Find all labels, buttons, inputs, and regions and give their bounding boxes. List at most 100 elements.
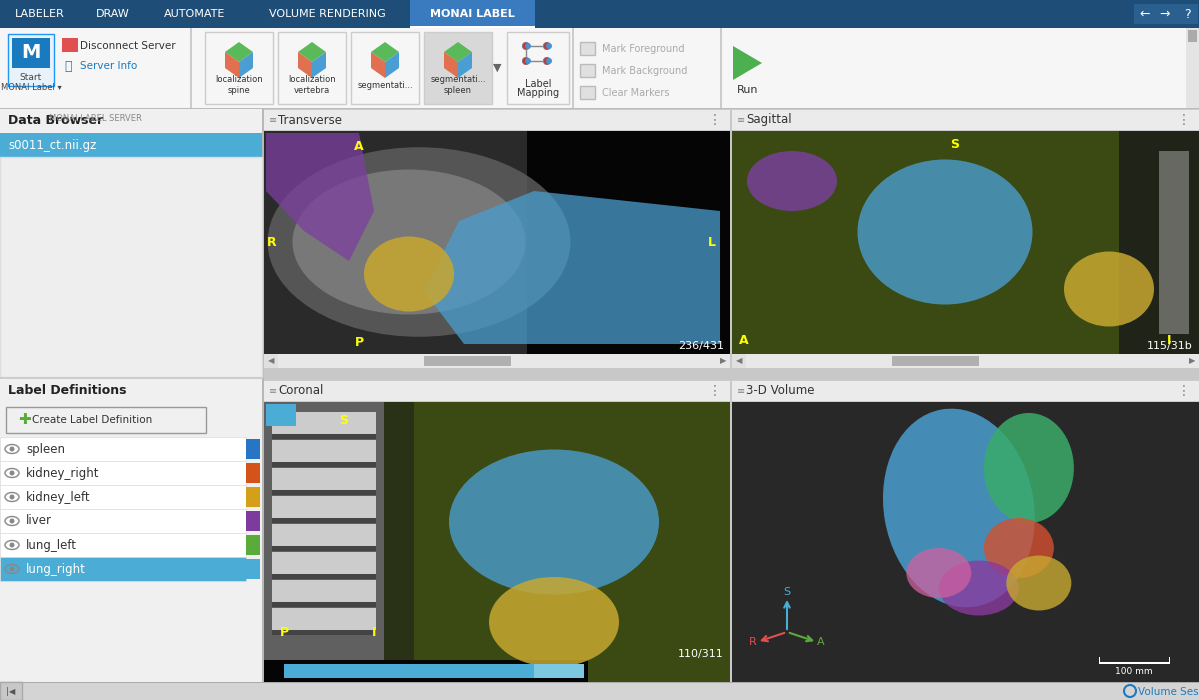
Bar (272, 412, 376, 434)
Bar (264, 109, 730, 131)
Bar (246, 559, 260, 579)
Text: A: A (354, 139, 363, 153)
Text: ≡: ≡ (737, 115, 745, 125)
Text: L: L (707, 235, 716, 248)
Bar (272, 468, 376, 490)
Text: P: P (279, 626, 289, 638)
Bar (351, 32, 418, 104)
Bar (246, 535, 260, 555)
Bar (264, 380, 730, 381)
Bar (0, 109, 263, 682)
Text: kidney_left: kidney_left (26, 491, 91, 503)
Text: ✚: ✚ (18, 412, 31, 428)
Bar (272, 602, 376, 607)
Text: ≡: ≡ (269, 386, 277, 396)
Ellipse shape (939, 561, 1019, 615)
Bar (272, 630, 376, 635)
Bar (272, 580, 376, 602)
Bar (272, 434, 376, 439)
Bar (0, 533, 246, 557)
Text: segmentati...
spleen: segmentati... spleen (430, 75, 486, 95)
Ellipse shape (543, 42, 552, 50)
Bar (1134, 4, 1156, 24)
Text: ▶: ▶ (1188, 356, 1195, 365)
Text: Clear Markers: Clear Markers (602, 88, 669, 98)
Text: ⋮: ⋮ (709, 384, 722, 398)
Bar (0, 509, 246, 533)
Bar (272, 462, 376, 467)
Text: LABELER: LABELER (16, 9, 65, 19)
Bar (272, 552, 376, 574)
Bar (892, 356, 980, 366)
Text: DEEP LEARNING MODELS: DEEP LEARNING MODELS (335, 114, 441, 123)
Ellipse shape (522, 42, 530, 50)
Bar (264, 401, 730, 402)
Text: 110/311: 110/311 (679, 649, 724, 659)
Text: Create Label Definition: Create Label Definition (32, 415, 152, 425)
Bar (1119, 131, 1199, 354)
Text: S: S (339, 414, 349, 426)
Text: ▼: ▼ (493, 63, 501, 73)
Bar (272, 608, 376, 630)
Ellipse shape (522, 57, 530, 65)
Text: ◀: ◀ (267, 356, 275, 365)
Bar (580, 86, 595, 99)
Ellipse shape (906, 548, 971, 598)
Bar (0, 0, 1199, 28)
Bar (721, 28, 722, 108)
Ellipse shape (267, 147, 571, 337)
Ellipse shape (747, 151, 837, 211)
Text: Mapping: Mapping (517, 88, 559, 98)
Bar (246, 468, 264, 490)
Bar (1153, 4, 1176, 24)
Bar (272, 546, 376, 551)
Ellipse shape (10, 566, 14, 571)
Text: Label Definitions: Label Definitions (8, 384, 127, 398)
Bar (246, 424, 264, 446)
Ellipse shape (1006, 556, 1072, 610)
Text: S: S (951, 139, 959, 151)
Bar (264, 660, 588, 682)
Bar (0, 437, 246, 461)
Bar (8, 34, 54, 86)
Bar (1186, 28, 1199, 108)
Ellipse shape (523, 43, 529, 49)
Bar (264, 368, 1199, 380)
Text: s0011_ct.nii.gz: s0011_ct.nii.gz (8, 139, 96, 151)
Text: Start: Start (20, 74, 42, 83)
Text: localization
spine: localization spine (215, 75, 263, 95)
Bar (264, 354, 278, 368)
Text: →: → (1159, 8, 1170, 20)
Text: M: M (22, 43, 41, 62)
Ellipse shape (522, 42, 530, 50)
Bar (246, 402, 264, 424)
Bar (246, 446, 264, 468)
Bar (0, 682, 22, 700)
Text: A: A (818, 637, 825, 647)
Text: spleen: spleen (26, 442, 65, 456)
Bar (0, 108, 1199, 109)
Text: 100 mm: 100 mm (1115, 666, 1152, 676)
Ellipse shape (10, 470, 14, 475)
Text: ▶: ▶ (719, 356, 727, 365)
Text: Mark Foreground: Mark Foreground (602, 44, 685, 54)
Bar (264, 109, 730, 110)
Polygon shape (385, 52, 399, 78)
Polygon shape (312, 52, 326, 78)
Bar (246, 511, 260, 531)
Bar (272, 440, 376, 462)
Bar (0, 133, 263, 157)
Text: MONAI LABEL SERVER: MONAI LABEL SERVER (49, 114, 141, 123)
Bar (424, 684, 511, 694)
Bar (0, 377, 263, 379)
Text: P: P (355, 335, 363, 349)
Bar (0, 682, 22, 698)
Text: 115/31b: 115/31b (1147, 341, 1193, 351)
Bar (246, 487, 260, 507)
Polygon shape (299, 42, 326, 62)
Ellipse shape (10, 542, 14, 547)
Bar (410, 0, 535, 28)
Bar (272, 524, 376, 546)
Bar (264, 380, 730, 402)
Bar (733, 380, 1199, 402)
